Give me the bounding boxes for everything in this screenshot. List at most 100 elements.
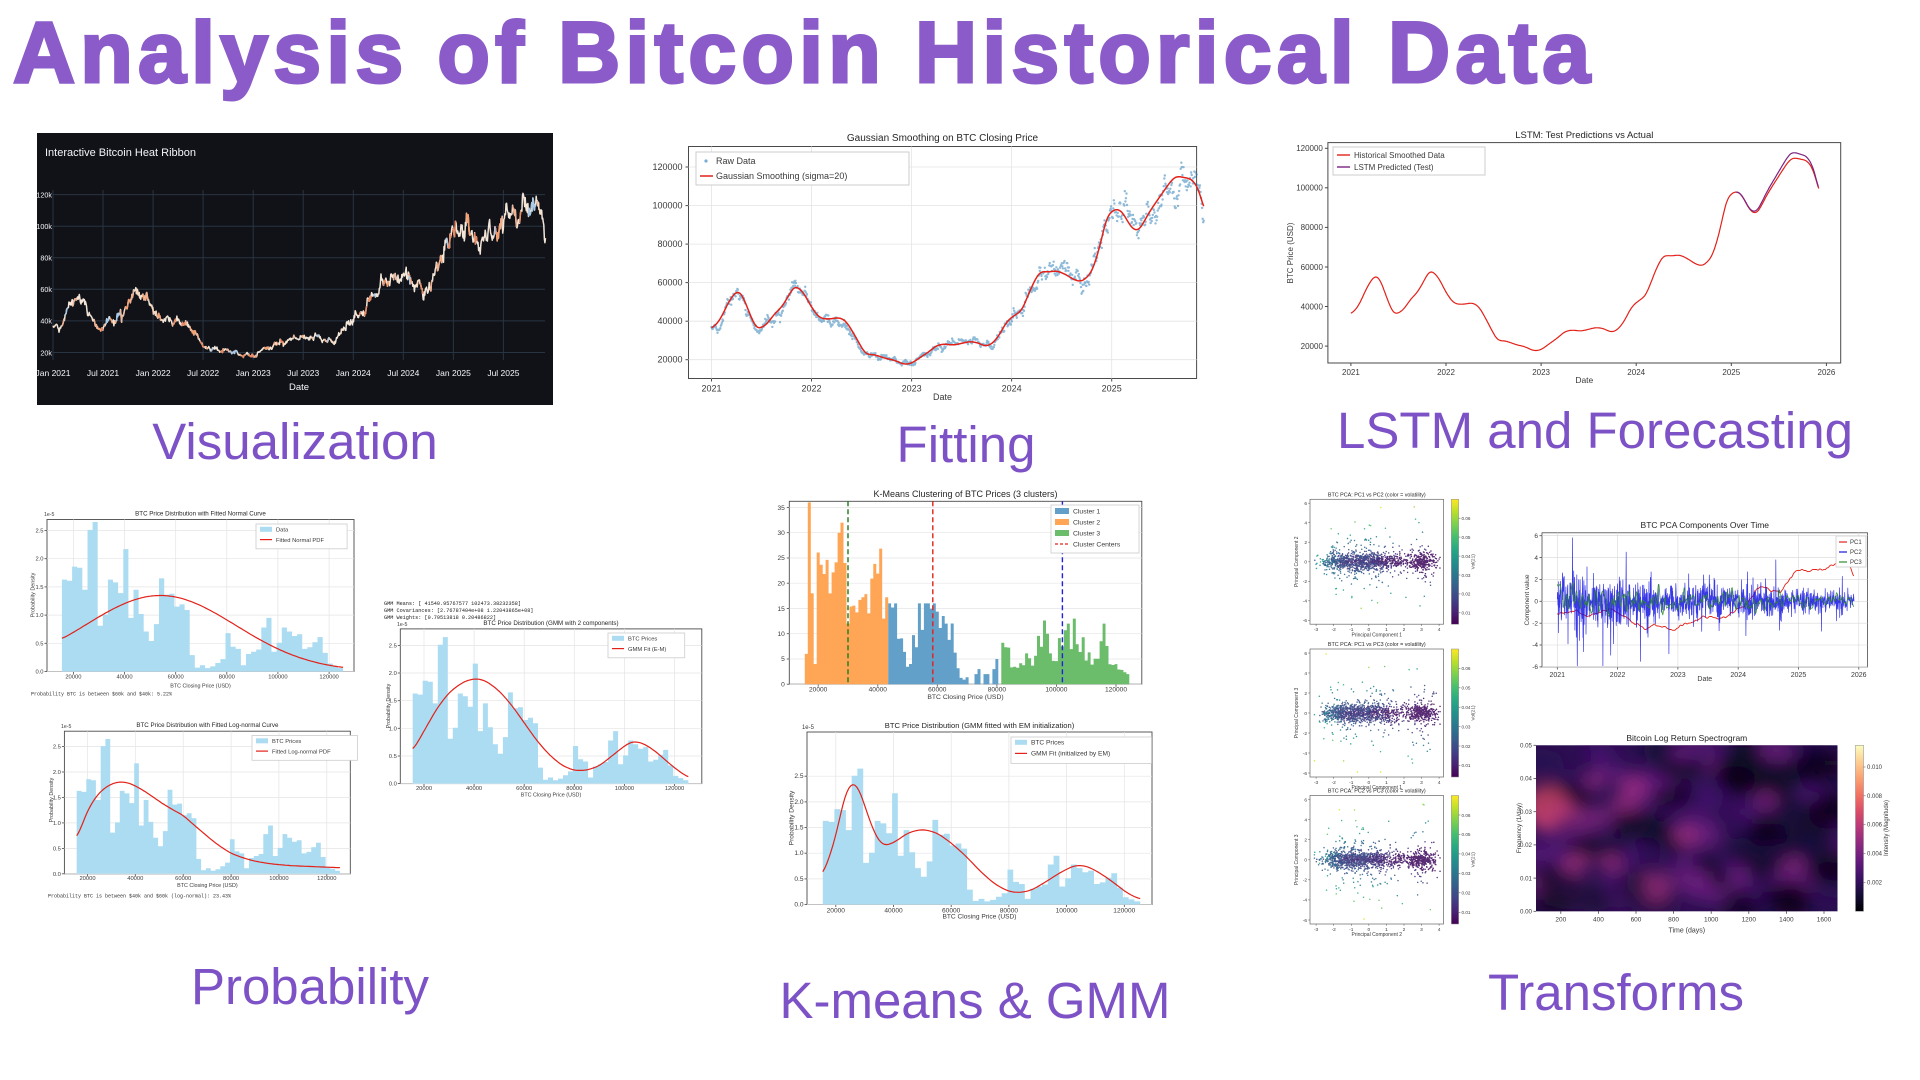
svg-text:Gaussian Smoothing on BTC Clos: Gaussian Smoothing on BTC Closing Price [847, 133, 1039, 144]
svg-text:Intensity (Magnitude): Intensity (Magnitude) [1884, 800, 1890, 856]
svg-text:Interactive Bitcoin Heat Ribbo: Interactive Bitcoin Heat Ribbon [45, 147, 196, 159]
svg-text:-2: -2 [1332, 780, 1337, 786]
svg-text:3: 3 [1420, 627, 1423, 633]
svg-text:2.5: 2.5 [794, 773, 803, 780]
svg-text:1e-5: 1e-5 [802, 725, 815, 731]
svg-text:Date: Date [933, 392, 952, 402]
svg-text:Fitted Log-normal PDF: Fitted Log-normal PDF [272, 749, 331, 755]
svg-text:Cluster 1: Cluster 1 [1073, 509, 1100, 516]
svg-text:4: 4 [1304, 521, 1307, 527]
svg-text:20000: 20000 [416, 786, 432, 792]
svg-text:0.05: 0.05 [1520, 743, 1533, 750]
svg-text:0.5: 0.5 [53, 846, 61, 852]
svg-text:120000: 120000 [1105, 687, 1127, 694]
svg-text:Gaussian Smoothing (sigma=20): Gaussian Smoothing (sigma=20) [716, 171, 847, 181]
svg-text:BTC PCA: PC2 vs PC3 (color = v: BTC PCA: PC2 vs PC3 (color = volatility) [1328, 789, 1426, 795]
svg-text:20000: 20000 [1301, 342, 1324, 351]
svg-text:Jan 2024: Jan 2024 [336, 368, 371, 378]
svg-text:Time (days): Time (days) [1668, 927, 1705, 934]
svg-text:1.5: 1.5 [389, 699, 397, 705]
svg-text:3: 3 [1420, 927, 1423, 933]
svg-text:Date: Date [1697, 676, 1712, 683]
svg-text:Vol(21): Vol(21) [1471, 705, 1477, 721]
svg-text:PC3: PC3 [1850, 560, 1862, 566]
svg-text:0.5: 0.5 [794, 876, 803, 883]
svg-text:120000: 120000 [1113, 908, 1135, 915]
svg-text:0.03: 0.03 [1462, 724, 1471, 729]
svg-text:2022: 2022 [1437, 368, 1455, 377]
svg-text:BTC Closing Price (USD): BTC Closing Price (USD) [927, 694, 1003, 701]
svg-text:Principal Component 1: Principal Component 1 [1352, 785, 1403, 791]
svg-text:80000: 80000 [566, 786, 582, 792]
svg-text:-4: -4 [1303, 751, 1308, 757]
svg-text:10: 10 [777, 631, 785, 638]
svg-text:0.05: 0.05 [1462, 686, 1471, 691]
svg-text:-3: -3 [1314, 627, 1319, 633]
svg-text:2.0: 2.0 [794, 799, 803, 806]
svg-text:60000: 60000 [1301, 263, 1324, 272]
svg-text:1: 1 [1385, 627, 1388, 633]
svg-text:BTC PCA Components Over Time: BTC PCA Components Over Time [1641, 520, 1770, 530]
svg-text:Probability Density: Probability Density [789, 790, 796, 845]
svg-text:Bitcoin Log Return Spectrogram: Bitcoin Log Return Spectrogram [1626, 733, 1747, 743]
svg-text:3: 3 [1420, 780, 1423, 786]
svg-text:-6: -6 [1303, 771, 1308, 777]
svg-text:Principal Component 2: Principal Component 2 [1294, 536, 1300, 587]
svg-text:25: 25 [777, 555, 785, 562]
svg-text:0.05: 0.05 [1462, 535, 1471, 540]
svg-text:120000: 120000 [665, 786, 684, 792]
svg-text:GMM Means: [ 41540.95767577 10: GMM Means: [ 41540.95767577 102473.38232… [384, 601, 521, 607]
svg-text:40k: 40k [40, 317, 52, 326]
svg-text:GMM Covariances: [2.76787404e+: GMM Covariances: [2.76787404e+08 1.22043… [384, 608, 533, 614]
svg-text:2: 2 [1304, 838, 1307, 844]
svg-text:40000: 40000 [869, 687, 888, 694]
svg-text:2.0: 2.0 [389, 671, 397, 677]
svg-text:40000: 40000 [127, 876, 143, 882]
svg-text:60k: 60k [40, 285, 52, 294]
svg-text:80000: 80000 [1301, 223, 1324, 232]
svg-text:2023: 2023 [1670, 672, 1686, 679]
svg-text:2022: 2022 [1610, 672, 1626, 679]
svg-text:BTC Closing Price (USD): BTC Closing Price (USD) [942, 914, 1016, 921]
svg-text:0: 0 [1304, 711, 1307, 717]
svg-text:80000: 80000 [219, 675, 235, 681]
svg-text:LSTM: Test Predictions vs Actu: LSTM: Test Predictions vs Actual [1515, 130, 1653, 141]
svg-text:40000: 40000 [1301, 302, 1324, 311]
svg-text:0.03: 0.03 [1462, 871, 1471, 876]
svg-text:-2: -2 [1303, 878, 1308, 884]
svg-text:Vol(21): Vol(21) [1471, 554, 1477, 570]
svg-text:BTC Closing Price (USD): BTC Closing Price (USD) [170, 683, 231, 689]
svg-text:Cluster Centers: Cluster Centers [1073, 542, 1121, 549]
svg-text:6: 6 [1304, 501, 1307, 507]
svg-text:0.0: 0.0 [35, 670, 43, 676]
svg-text:1.0: 1.0 [53, 821, 61, 827]
svg-text:2022: 2022 [801, 384, 821, 394]
svg-text:4: 4 [1534, 555, 1538, 562]
svg-text:20k: 20k [40, 348, 52, 357]
svg-text:0.03: 0.03 [1520, 809, 1533, 816]
svg-text:1.0: 1.0 [35, 613, 43, 619]
svg-text:PC2: PC2 [1850, 550, 1862, 556]
svg-text:0: 0 [781, 682, 785, 689]
svg-text:2: 2 [1304, 540, 1307, 546]
svg-text:40000: 40000 [466, 786, 482, 792]
svg-text:1400: 1400 [1779, 916, 1794, 923]
svg-text:0.0: 0.0 [794, 902, 803, 909]
svg-text:Probability Density: Probability Density [31, 572, 37, 617]
svg-text:Principal Component 2: Principal Component 2 [1352, 932, 1403, 938]
svg-text:Date: Date [1575, 375, 1593, 385]
svg-text:GMM Fit (initialized by EM): GMM Fit (initialized by EM) [1031, 751, 1110, 758]
svg-text:1600: 1600 [1817, 916, 1832, 923]
svg-text:4: 4 [1438, 927, 1441, 933]
svg-text:35: 35 [777, 505, 785, 512]
svg-text:0.04: 0.04 [1462, 705, 1471, 710]
svg-text:Jul 2023: Jul 2023 [287, 368, 319, 378]
svg-text:40000: 40000 [657, 316, 682, 326]
svg-text:-2: -2 [1332, 927, 1337, 933]
svg-text:0.010: 0.010 [1867, 765, 1883, 771]
svg-text:2021: 2021 [1342, 368, 1360, 377]
svg-text:Vol(21): Vol(21) [1471, 852, 1477, 868]
svg-text:2.5: 2.5 [389, 643, 397, 649]
svg-text:BTC PCA: PC1 vs PC2 (color = v: BTC PCA: PC1 vs PC2 (color = volatility) [1328, 492, 1426, 498]
svg-text:60000: 60000 [928, 687, 947, 694]
